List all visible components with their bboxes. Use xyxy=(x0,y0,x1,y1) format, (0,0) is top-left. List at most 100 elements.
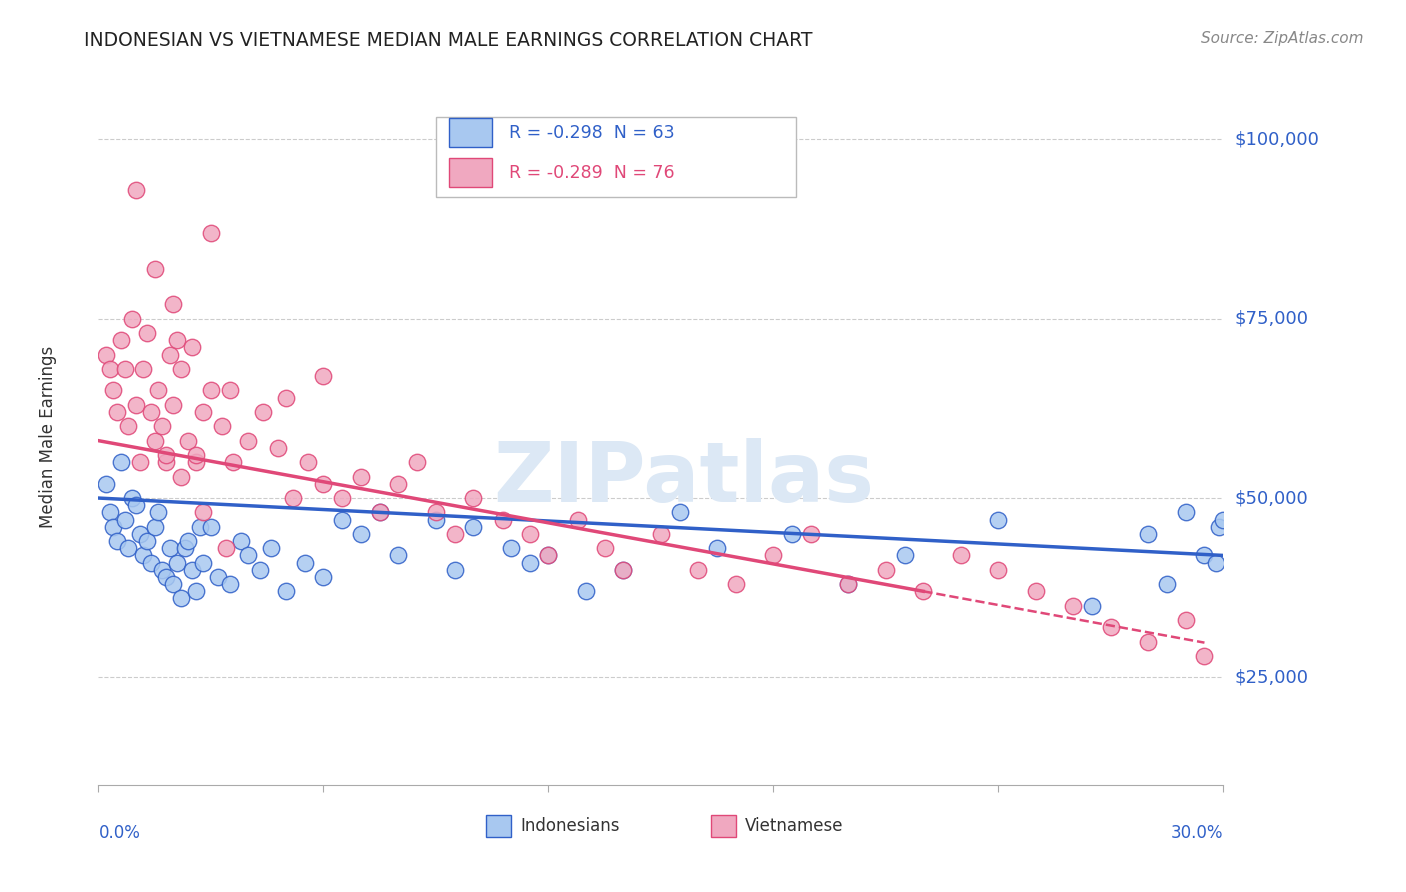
Point xyxy=(110,333,132,347)
Point xyxy=(1174,505,1197,519)
Point xyxy=(218,384,240,398)
Point xyxy=(1156,577,1178,591)
Point xyxy=(128,455,150,469)
Point xyxy=(650,527,672,541)
Point xyxy=(94,476,117,491)
Point xyxy=(297,455,319,469)
Point xyxy=(114,362,136,376)
Point xyxy=(987,563,1010,577)
Point xyxy=(443,527,465,541)
Point xyxy=(148,505,170,519)
Point xyxy=(193,556,215,570)
Point xyxy=(98,505,121,519)
Point xyxy=(177,434,200,448)
Point xyxy=(593,541,616,556)
Point xyxy=(312,369,335,384)
Point xyxy=(162,297,184,311)
Point xyxy=(312,476,335,491)
Text: $100,000: $100,000 xyxy=(1234,130,1319,148)
Point xyxy=(170,362,193,376)
FancyBboxPatch shape xyxy=(436,117,796,197)
Point xyxy=(166,556,188,570)
Point xyxy=(103,384,125,398)
Point xyxy=(159,541,181,556)
Point xyxy=(463,491,485,505)
FancyBboxPatch shape xyxy=(450,158,492,187)
Point xyxy=(181,563,204,577)
Point xyxy=(139,556,162,570)
Point xyxy=(274,391,297,405)
Point xyxy=(612,563,634,577)
Point xyxy=(283,491,305,505)
FancyBboxPatch shape xyxy=(486,815,512,837)
Point xyxy=(252,405,274,419)
Point xyxy=(125,398,148,412)
Point xyxy=(762,549,785,563)
Point xyxy=(117,419,139,434)
Text: $25,000: $25,000 xyxy=(1234,668,1309,686)
Text: ZIPatlas: ZIPatlas xyxy=(494,438,873,519)
Point xyxy=(688,563,710,577)
Point xyxy=(1208,520,1230,534)
Point xyxy=(143,434,166,448)
Point xyxy=(837,577,859,591)
Point xyxy=(117,541,139,556)
Point xyxy=(350,527,373,541)
Text: Median Male Earnings: Median Male Earnings xyxy=(39,346,56,528)
Point xyxy=(110,455,132,469)
Point xyxy=(1194,549,1216,563)
Point xyxy=(218,577,240,591)
Point xyxy=(499,541,522,556)
Point xyxy=(148,384,170,398)
Point xyxy=(267,441,290,455)
Point xyxy=(125,498,148,512)
Point xyxy=(1099,620,1122,634)
Text: $50,000: $50,000 xyxy=(1234,489,1308,507)
Point xyxy=(121,311,143,326)
Point xyxy=(229,534,252,549)
Point xyxy=(492,512,515,526)
Point xyxy=(780,527,803,541)
Point xyxy=(837,577,859,591)
Point xyxy=(519,527,541,541)
Point xyxy=(184,455,207,469)
Point xyxy=(1062,599,1084,613)
Point xyxy=(150,419,173,434)
Point xyxy=(987,512,1010,526)
Point xyxy=(166,333,188,347)
Point xyxy=(893,549,915,563)
Point xyxy=(200,520,222,534)
Point xyxy=(800,527,823,541)
Point xyxy=(1205,556,1227,570)
Point xyxy=(200,226,222,240)
Text: R = -0.289  N = 76: R = -0.289 N = 76 xyxy=(509,164,675,182)
Point xyxy=(1174,613,1197,627)
Point xyxy=(200,384,222,398)
Point xyxy=(1194,648,1216,663)
Point xyxy=(949,549,972,563)
Point xyxy=(537,549,560,563)
Point xyxy=(170,591,193,606)
Point xyxy=(215,541,238,556)
Point xyxy=(193,405,215,419)
Point xyxy=(238,549,260,563)
FancyBboxPatch shape xyxy=(711,815,737,837)
Point xyxy=(406,455,429,469)
Point xyxy=(136,534,159,549)
Point xyxy=(105,534,128,549)
Point xyxy=(1137,634,1160,648)
Point xyxy=(162,577,184,591)
Point xyxy=(1025,584,1047,599)
Point xyxy=(330,512,353,526)
Text: 30.0%: 30.0% xyxy=(1171,824,1223,842)
Point xyxy=(103,520,125,534)
Point xyxy=(274,584,297,599)
Text: $75,000: $75,000 xyxy=(1234,310,1309,327)
Point xyxy=(132,362,155,376)
Point xyxy=(211,419,233,434)
Point xyxy=(575,584,598,599)
Point xyxy=(368,505,391,519)
Point xyxy=(162,398,184,412)
Point xyxy=(136,326,159,340)
Point xyxy=(222,455,245,469)
